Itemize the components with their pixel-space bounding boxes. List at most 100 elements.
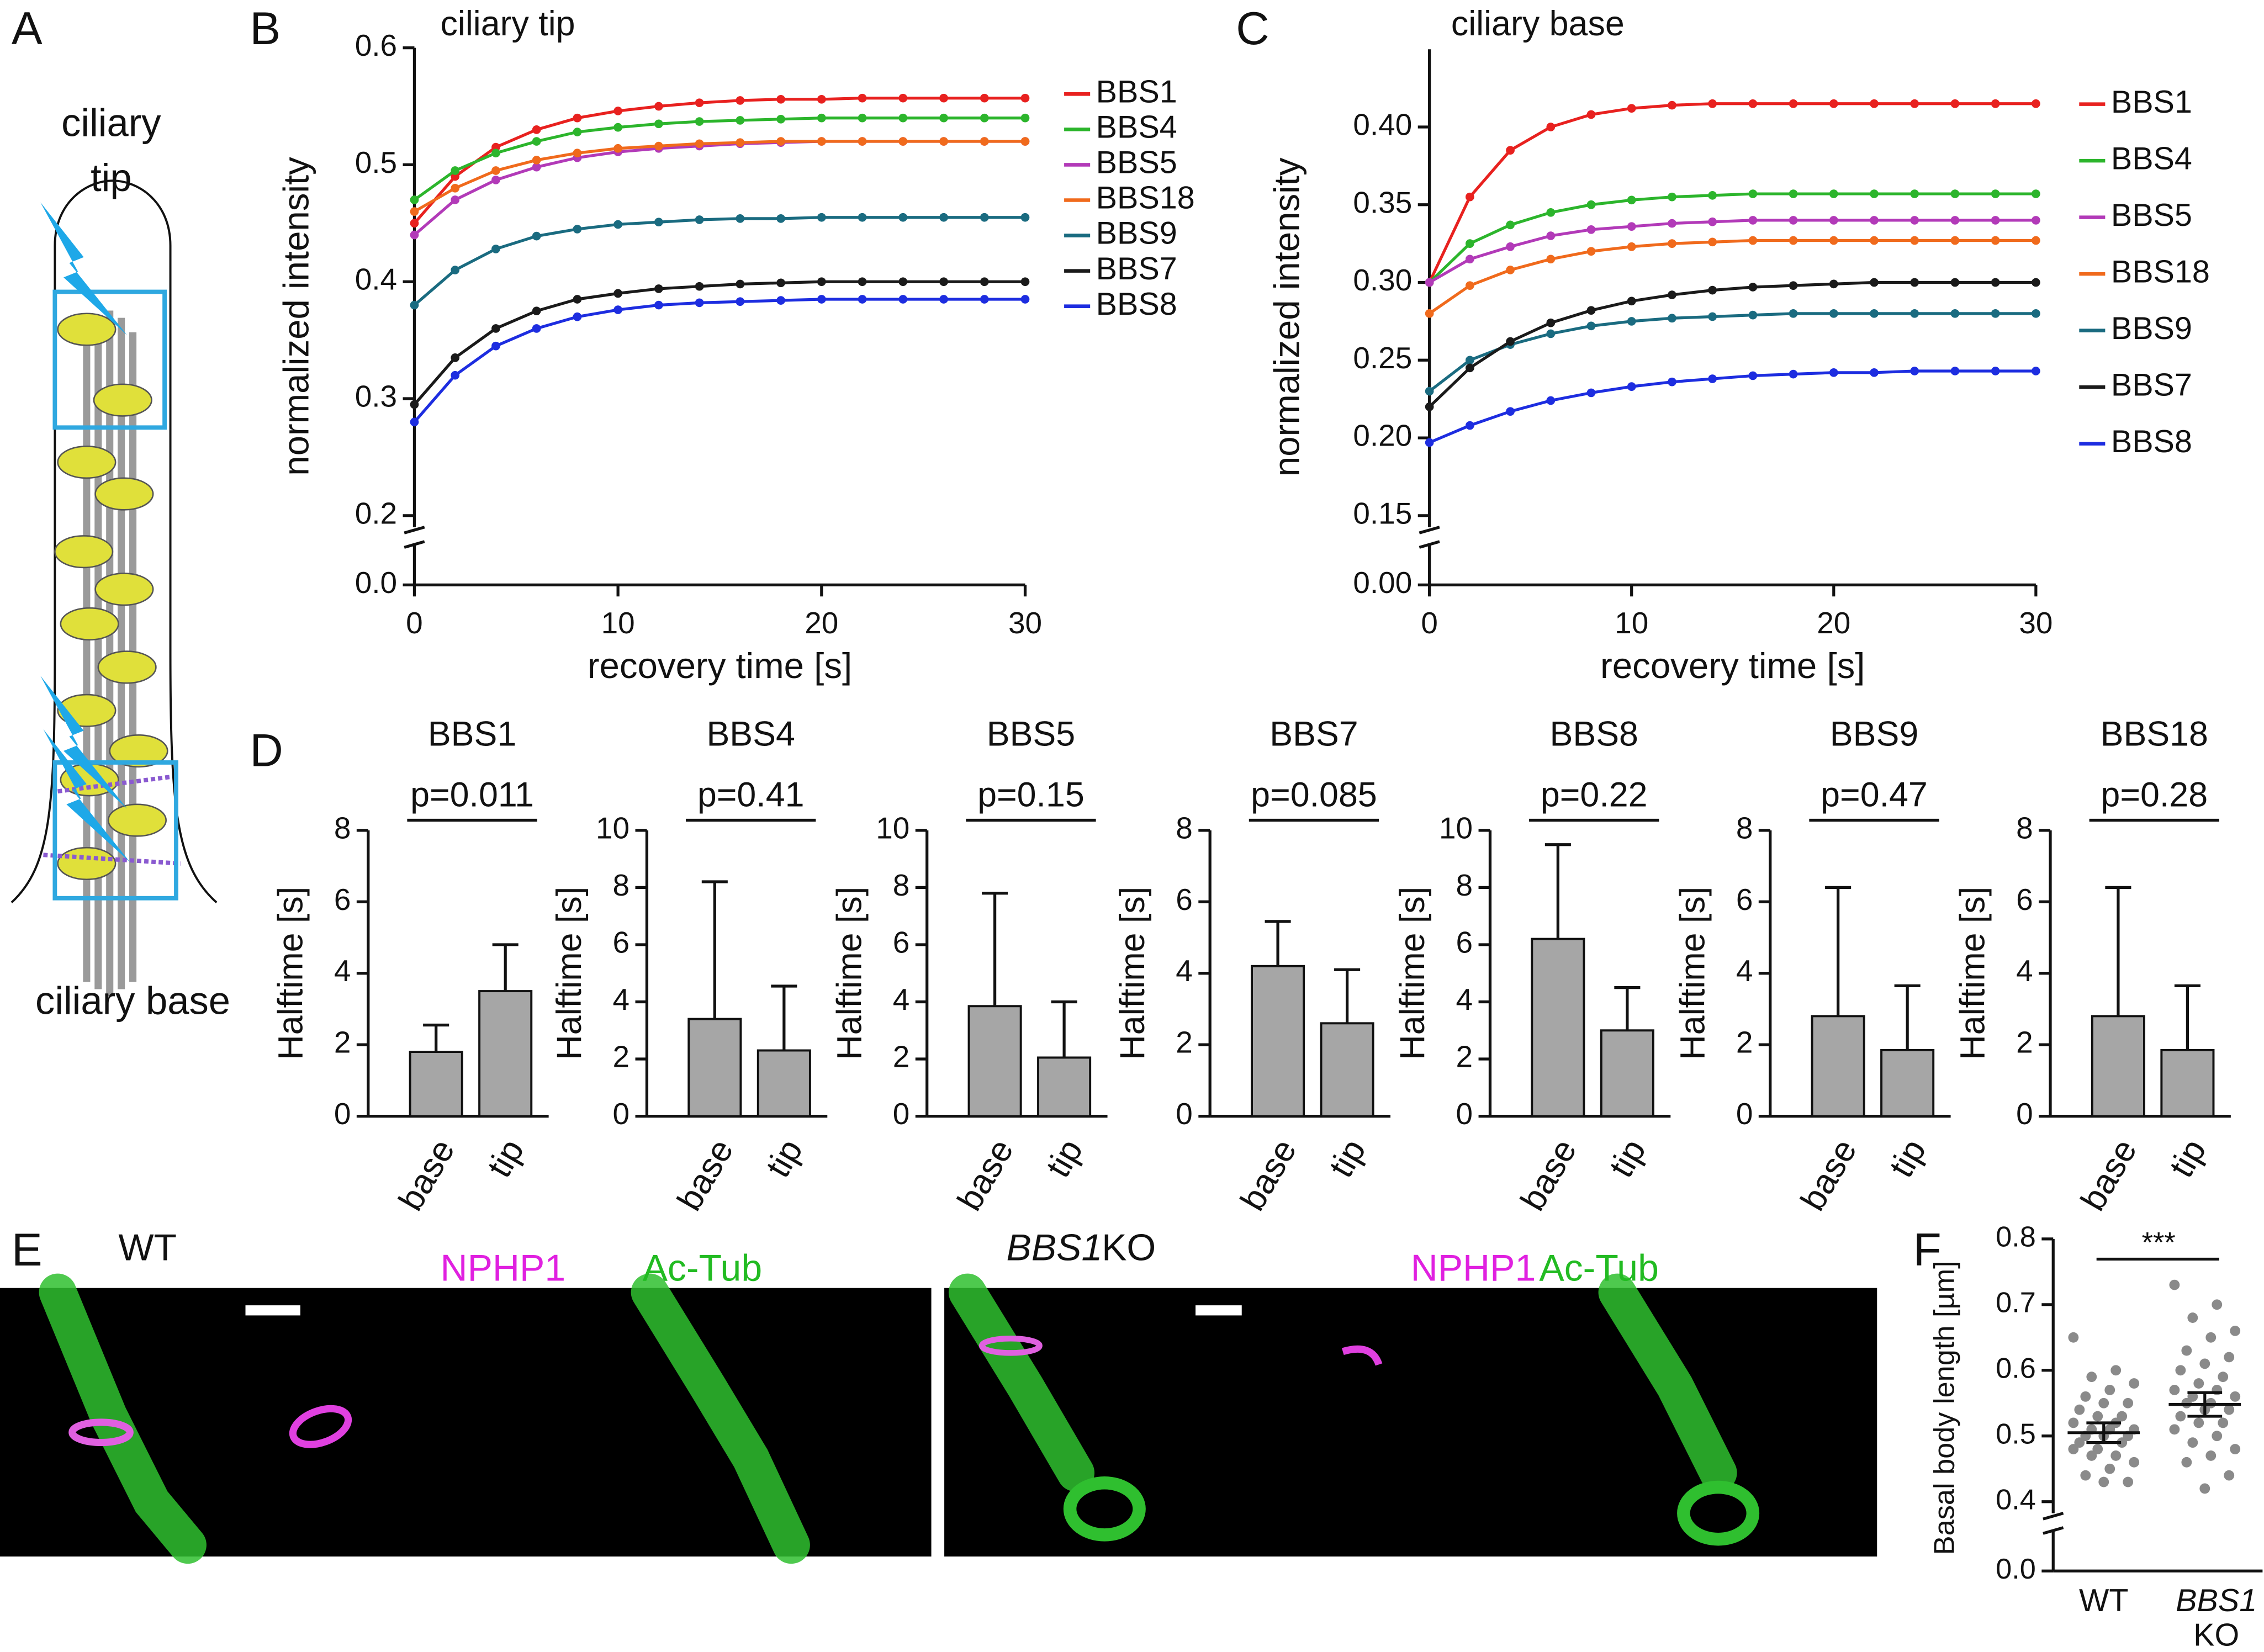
data-point (410, 195, 419, 204)
data-point (2068, 1444, 2079, 1454)
data-point (2123, 1397, 2134, 1409)
data-point (2032, 367, 2040, 375)
data-point (1668, 100, 1676, 110)
y-tick-label: 8 (1456, 868, 1473, 902)
data-point (1627, 195, 1636, 205)
data-point (2032, 278, 2040, 287)
data-point (1991, 278, 2000, 287)
data-point (2080, 1470, 2091, 1481)
y-tick-label: 0.40 (1353, 108, 1412, 142)
bar (1600, 1029, 1654, 1118)
chart-title: BBS9 (1830, 714, 1918, 753)
bar (409, 1051, 463, 1118)
data-point (2032, 236, 2040, 245)
p-value: p=0.011 (410, 775, 534, 814)
micrograph-wt (0, 1273, 932, 1564)
data-point (613, 305, 622, 314)
data-point (695, 282, 704, 291)
data-point (451, 266, 460, 274)
chart-title: ciliary base (1451, 4, 1625, 43)
y-tick-label: 2 (334, 1025, 351, 1060)
chart-title: BBS8 (1550, 714, 1638, 753)
data-point (2110, 1450, 2122, 1461)
data-point (1708, 191, 1717, 200)
panel-letter: C (1236, 2, 1269, 54)
data-point (2187, 1437, 2198, 1448)
data-point (1789, 369, 1798, 379)
data-point (1546, 329, 1556, 338)
data-point (1466, 239, 1474, 248)
data-point (1950, 278, 1960, 287)
data-point (2117, 1437, 2128, 1448)
data-point (1910, 99, 1919, 108)
data-point (1829, 236, 1838, 245)
data-point (410, 207, 419, 216)
data-point (1950, 367, 1960, 375)
data-point (2218, 1417, 2229, 1428)
data-point (1506, 146, 1515, 155)
data-point (2032, 99, 2040, 108)
data-point (776, 94, 785, 104)
fit-line (413, 97, 1025, 225)
bar (687, 1018, 742, 1118)
data-point (736, 138, 745, 147)
data-point (1991, 189, 2000, 198)
data-point (532, 324, 541, 333)
data-point (1829, 216, 1838, 225)
data-point (654, 102, 663, 111)
data-point (776, 137, 785, 146)
data-point (898, 277, 908, 287)
data-point (2098, 1397, 2109, 1409)
data-point (1020, 113, 1030, 123)
data-point (654, 300, 663, 310)
data-point (573, 113, 582, 123)
data-point (1950, 309, 1960, 318)
bbsome-particles (54, 313, 168, 881)
data-point (1910, 278, 1919, 287)
fit-line (413, 280, 1025, 406)
legend-label: BBS18 (2111, 254, 2210, 289)
data-point (817, 213, 826, 222)
roi-boxes (52, 289, 178, 901)
data-point (573, 225, 582, 234)
image-label: WT (118, 1227, 177, 1269)
data-point (573, 312, 582, 321)
x-tick-label: 10 (1615, 606, 1648, 640)
data-point (654, 284, 663, 293)
data-point (1627, 104, 1636, 113)
data-point (2169, 1279, 2180, 1290)
data-point (695, 298, 704, 308)
y-axis-label: Halftime [s] (1673, 887, 1712, 1060)
data-point (1425, 438, 1434, 447)
y-tick-label: 4 (1176, 954, 1193, 988)
y-tick-label: 0.6 (355, 28, 397, 62)
x-tick-label: KO (2193, 1618, 2239, 1652)
data-point (1829, 279, 1838, 289)
data-point (736, 116, 745, 125)
data-point (980, 295, 989, 304)
y-tick-label: 2 (2016, 1025, 2033, 1060)
x-tick-label: base (1513, 1133, 1584, 1217)
data-point (2098, 1476, 2109, 1487)
data-point (1748, 216, 1758, 225)
data-point (736, 96, 745, 105)
y-tick-label: 0.25 (1353, 341, 1412, 375)
y-tick-label: 0.4 (1996, 1484, 2036, 1516)
data-point (1950, 99, 1960, 108)
data-point (1870, 216, 1879, 225)
fit-line (414, 140, 1025, 213)
y-axis-label: Halftime [s] (550, 887, 589, 1060)
y-tick-label: 6 (1456, 925, 1473, 959)
data-point (1910, 236, 1919, 245)
data-point (939, 213, 948, 222)
data-point (898, 93, 908, 103)
data-point (1910, 216, 1919, 225)
x-tick-label: BBS1 (2176, 1583, 2257, 1618)
bar (1531, 938, 1585, 1118)
x-tick-label: 30 (1008, 606, 1042, 640)
data-point (898, 137, 908, 146)
data-point (654, 141, 663, 151)
chart-title: BBS5 (987, 714, 1075, 753)
data-point (1668, 290, 1676, 299)
data-point (858, 93, 867, 103)
